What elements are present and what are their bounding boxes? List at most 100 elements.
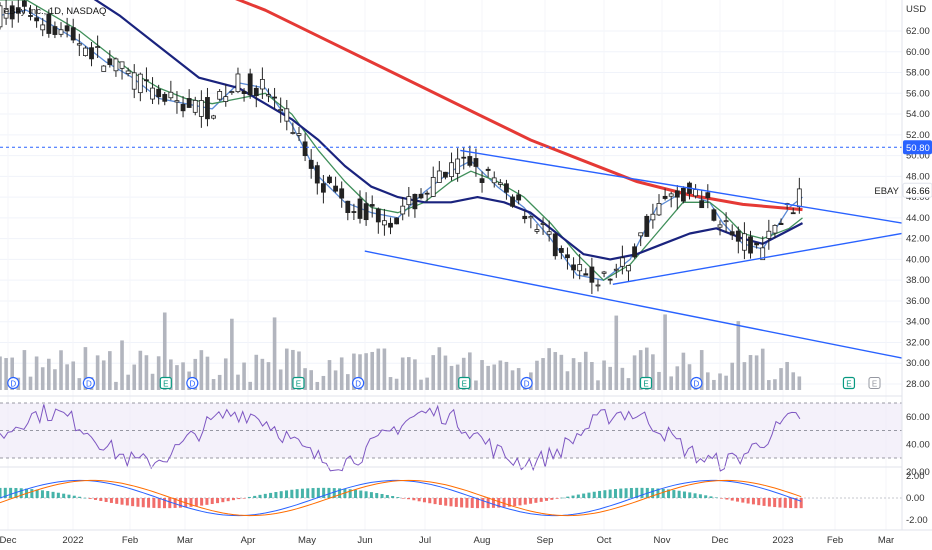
- rsi-panel: 60.00 40.00 20.00: [0, 402, 930, 478]
- price-tick-label: 50.00: [906, 151, 930, 162]
- candle-body: [333, 185, 338, 192]
- candle-body: [266, 94, 271, 97]
- macd-histogram-bar: [40, 490, 44, 498]
- candle-body: [113, 58, 119, 72]
- macd-histogram-bar: [507, 498, 511, 507]
- time-tick-label: Feb: [122, 535, 138, 546]
- trendlines[interactable]: [364, 149, 903, 359]
- candle-body: [64, 25, 70, 32]
- price-badge: [902, 182, 932, 198]
- macd-histogram-bar: [194, 498, 198, 507]
- upcoming-earnings-marker[interactable]: [868, 377, 881, 389]
- volume-bar: [370, 351, 375, 390]
- volume-bar: [278, 369, 283, 390]
- volume-bar: [284, 348, 289, 390]
- volume-bar: [468, 352, 472, 390]
- macd-histogram-bar: [300, 488, 304, 498]
- macd-histogram-bar: [778, 498, 782, 508]
- trendline[interactable]: [364, 250, 903, 359]
- macd-histogram-bar: [465, 498, 469, 508]
- candle-body: [638, 232, 644, 237]
- volume-bar: [785, 361, 789, 390]
- macd-histogram-bar: [661, 488, 665, 498]
- volume-bar: [443, 355, 448, 390]
- volume-bar: [748, 355, 753, 390]
- volume-bar: [730, 362, 735, 390]
- volume-bar: [663, 314, 667, 390]
- time-tick-label: Sep: [537, 535, 554, 546]
- dividend-marker[interactable]: [186, 376, 199, 390]
- candle-body: [253, 87, 259, 97]
- macd-histogram-bar: [481, 498, 485, 509]
- candle-body: [735, 230, 741, 242]
- volume-bar: [346, 374, 350, 390]
- volume-bar: [577, 362, 582, 390]
- macd-histogram-bar: [83, 497, 87, 499]
- macd-histogram-bar: [253, 495, 257, 498]
- candle-body: [308, 159, 314, 169]
- dividend-marker[interactable]: [690, 376, 703, 390]
- macd-histogram-bar: [269, 492, 273, 498]
- volume-bar: [590, 362, 594, 390]
- volume-bar: [547, 348, 551, 390]
- candle-body: [34, 17, 40, 22]
- macd-histogram-bar: [369, 492, 373, 498]
- volume-bar: [217, 374, 222, 390]
- volume-bar: [632, 355, 637, 390]
- trendline[interactable]: [612, 232, 903, 286]
- macd-histogram-bar: [78, 496, 82, 498]
- volume-bar: [779, 368, 783, 390]
- volume-bar: [193, 358, 198, 390]
- dividend-marker[interactable]: [352, 376, 365, 390]
- volume-bar: [400, 357, 405, 390]
- candle-body: [723, 220, 729, 223]
- event-marker-label: D: [524, 380, 530, 389]
- volume-bar: [687, 364, 692, 390]
- candle-body: [382, 220, 387, 226]
- dividend-marker[interactable]: [7, 376, 20, 390]
- macd-histogram-bar: [449, 498, 453, 507]
- candle-body: [632, 246, 637, 258]
- candle-body: [278, 109, 284, 111]
- earnings-marker[interactable]: [458, 376, 471, 390]
- rsi-tick-label: 40.00: [906, 439, 930, 450]
- earnings-marker[interactable]: [159, 376, 172, 390]
- candle-body: [192, 100, 198, 113]
- dividend-marker[interactable]: [82, 376, 95, 390]
- volume-bar: [77, 378, 82, 390]
- candle-body: [571, 264, 576, 271]
- macd-histogram-bar: [534, 498, 538, 503]
- macd-histogram-bar: [327, 487, 331, 498]
- volume-bar: [449, 365, 454, 390]
- trendline[interactable]: [460, 149, 903, 224]
- candle-body: [46, 13, 52, 34]
- volume-bar: [486, 365, 490, 390]
- candle-body: [284, 108, 290, 122]
- event-marker-label: E: [872, 380, 877, 389]
- candle-body: [711, 209, 717, 221]
- candle-body: [650, 213, 656, 221]
- time-tick-label: 2023: [772, 535, 793, 546]
- candle-body: [565, 254, 570, 259]
- event-marker-label: E: [643, 380, 648, 389]
- earnings-marker[interactable]: [292, 376, 305, 390]
- volume-bar: [156, 356, 161, 390]
- volume-bar: [321, 375, 326, 390]
- volume-bar: [47, 358, 51, 390]
- dividend-marker[interactable]: [520, 376, 533, 390]
- candle-body: [223, 96, 229, 102]
- macd-histogram-bar: [454, 498, 458, 507]
- candle-body: [22, 0, 27, 7]
- candle-body: [601, 271, 607, 274]
- candle-body: [717, 224, 723, 228]
- macd-signal-line: [0, 479, 802, 517]
- time-axis[interactable]: Dec 2022 Feb Mar Apr May Jun Jul Aug Sep Oct Nov Dec…: [0, 535, 894, 546]
- time-tick-label: Apr: [241, 535, 256, 546]
- rsi-tick-label: 60.00: [906, 412, 930, 423]
- macd-histogram-bar: [348, 489, 352, 498]
- macd-histogram-bar: [9, 487, 13, 498]
- earnings-marker[interactable]: [842, 376, 856, 390]
- earnings-marker[interactable]: [639, 376, 653, 390]
